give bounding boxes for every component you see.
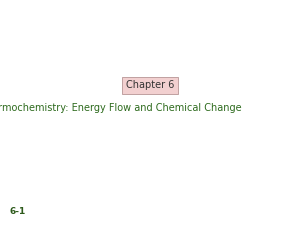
- Text: Thermochemistry: Energy Flow and Chemical Change: Thermochemistry: Energy Flow and Chemica…: [0, 103, 242, 113]
- Text: Chapter 6: Chapter 6: [126, 81, 174, 90]
- Text: 6-1: 6-1: [9, 207, 25, 216]
